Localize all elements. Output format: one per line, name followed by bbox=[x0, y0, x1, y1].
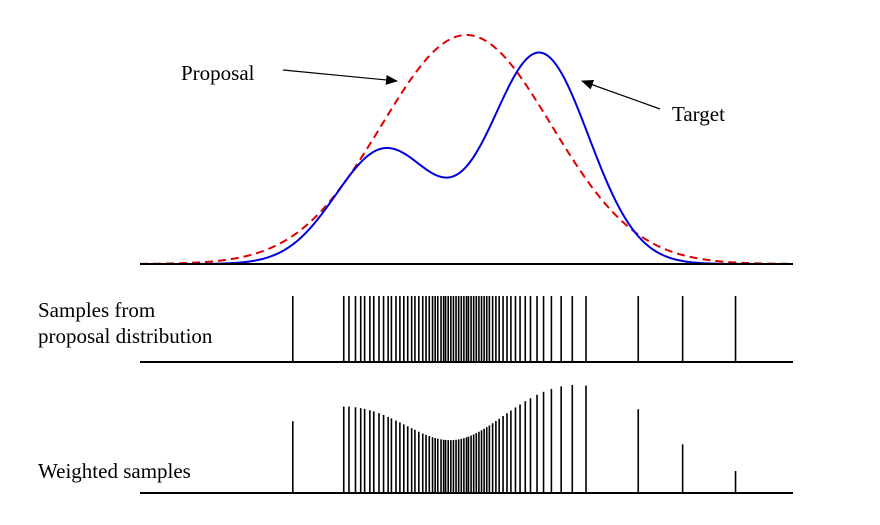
samples-label-line-2: proposal distribution bbox=[38, 324, 213, 348]
weighted-label: Weighted samples bbox=[38, 459, 191, 483]
samples-label: Samples from proposal distribution bbox=[38, 297, 212, 349]
proposal-label: Proposal bbox=[181, 61, 255, 85]
density-plot bbox=[139, 33, 794, 265]
weighted-samples-strip bbox=[140, 385, 793, 494]
proposal-curve bbox=[139, 33, 794, 265]
target-curve bbox=[140, 51, 793, 265]
proposal-pointer-arrow bbox=[282, 69, 398, 85]
target-pointer-arrow bbox=[581, 80, 661, 110]
samples-label-line-1: Samples from bbox=[38, 298, 156, 322]
target-label: Target bbox=[672, 102, 725, 126]
samples-strip bbox=[140, 296, 793, 363]
